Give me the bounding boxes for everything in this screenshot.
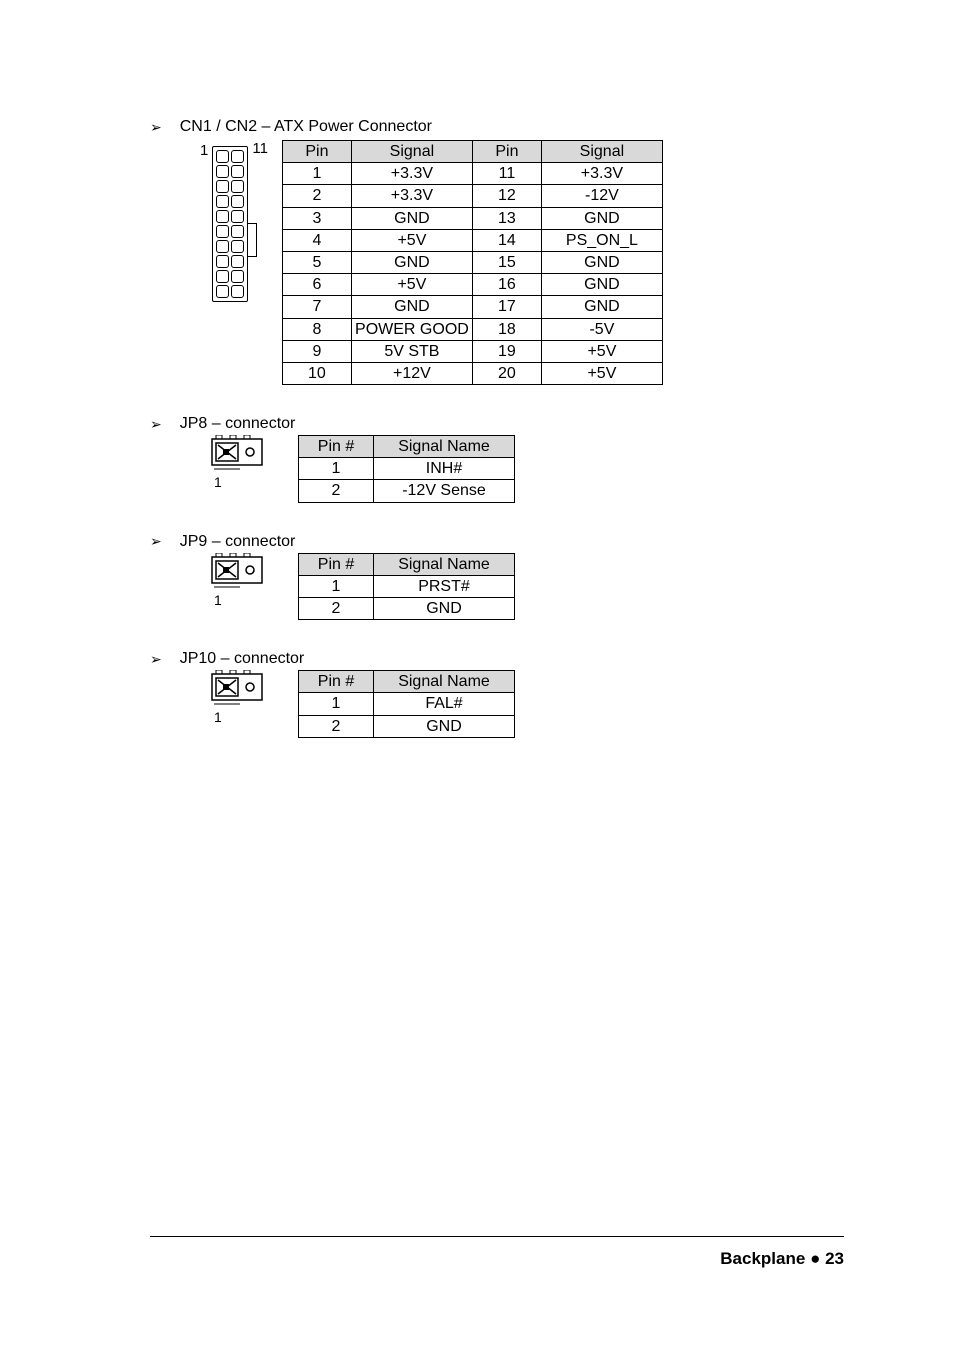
table-row: 95V STB19+5V — [282, 340, 662, 362]
pinout-table-jp8: Pin # Signal Name 1INH# 2-12V Sense — [298, 435, 515, 503]
table-header-row: Pin Signal Pin Signal — [282, 141, 662, 163]
pin1-label: 1 — [214, 592, 222, 608]
bullet-icon: ➢ — [150, 416, 162, 433]
bullet-icon: ➢ — [150, 651, 162, 668]
table-row: 1INH# — [299, 458, 515, 480]
table-row: 1PRST# — [299, 575, 515, 597]
table-row: 4+5V14PS_ON_L — [282, 229, 662, 251]
title-jp9: JP9 – connector — [180, 533, 296, 551]
title-jp10: JP10 – connector — [180, 650, 305, 668]
table-header-row: Pin # Signal Name — [299, 436, 515, 458]
table-row: 10+12V20+5V — [282, 362, 662, 384]
footer-rule — [150, 1236, 844, 1237]
pin-label-11: 11 — [252, 140, 268, 157]
footer-bullet: ● — [810, 1249, 820, 1268]
table-row: 6+5V16GND — [282, 274, 662, 296]
pin1-label: 1 — [214, 709, 222, 725]
table-row: 2GND — [299, 715, 515, 737]
table-row: 7GND17GND — [282, 296, 662, 318]
heading-jp10: ➢ JP10 – connector — [150, 650, 844, 668]
section-cn1: ➢ CN1 / CN2 – ATX Power Connector 1 — [150, 118, 844, 385]
pinout-table-jp9: Pin # Signal Name 1PRST# 2GND — [298, 553, 515, 621]
table-row: 2-12V Sense — [299, 480, 515, 502]
connector-diagram-jp8: 1 — [210, 435, 264, 486]
heading-cn1: ➢ CN1 / CN2 – ATX Power Connector — [150, 118, 844, 136]
table-row: 2GND — [299, 598, 515, 620]
table-row: 3GND13GND — [282, 207, 662, 229]
connector-diagram-jp10: 1 — [210, 670, 264, 721]
col-signal: Signal Name — [374, 671, 515, 693]
table-row: 2+3.3V12-12V — [282, 185, 662, 207]
table-row: 5GND15GND — [282, 251, 662, 273]
section-jp10: ➢ JP10 – connector 1 Pin # Signal Name — [150, 650, 844, 738]
table-row: 1+3.3V11+3.3V — [282, 163, 662, 185]
col-pin: Pin # — [299, 553, 374, 575]
pin-label-1: 1 — [200, 142, 208, 159]
col-pin: Pin # — [299, 436, 374, 458]
col-pin: Pin # — [299, 671, 374, 693]
col-pin-b: Pin — [472, 141, 541, 163]
table-row: 8POWER GOOD18-5V — [282, 318, 662, 340]
bullet-icon: ➢ — [150, 119, 162, 136]
title-cn1: CN1 / CN2 – ATX Power Connector — [180, 118, 432, 136]
col-signal: Signal Name — [374, 436, 515, 458]
pinout-table-jp10: Pin # Signal Name 1FAL# 2GND — [298, 670, 515, 738]
section-jp9: ➢ JP9 – connector 1 Pin # Signal Name — [150, 533, 844, 621]
bullet-icon: ➢ — [150, 533, 162, 550]
table-row: 1FAL# — [299, 693, 515, 715]
col-signal-a: Signal — [351, 141, 472, 163]
heading-jp8: ➢ JP8 – connector — [150, 415, 844, 433]
pinout-table-cn1: Pin Signal Pin Signal 1+3.3V11+3.3V 2+3.… — [282, 140, 663, 385]
table-header-row: Pin # Signal Name — [299, 553, 515, 575]
section-jp8: ➢ JP8 – connector 1 Pin # Signal Name — [150, 415, 844, 503]
title-jp8: JP8 – connector — [180, 415, 296, 433]
page-footer: Backplane ● 23 — [720, 1249, 844, 1269]
col-signal-b: Signal — [541, 141, 662, 163]
pin1-label: 1 — [214, 474, 222, 490]
col-signal: Signal Name — [374, 553, 515, 575]
col-pin-a: Pin — [282, 141, 351, 163]
table-header-row: Pin # Signal Name — [299, 671, 515, 693]
footer-label: Backplane — [720, 1249, 805, 1268]
connector-diagram-cn1: 1 11 — [200, 140, 268, 302]
connector-diagram-jp9: 1 — [210, 553, 264, 604]
footer-page: 23 — [825, 1249, 844, 1268]
heading-jp9: ➢ JP9 – connector — [150, 533, 844, 551]
